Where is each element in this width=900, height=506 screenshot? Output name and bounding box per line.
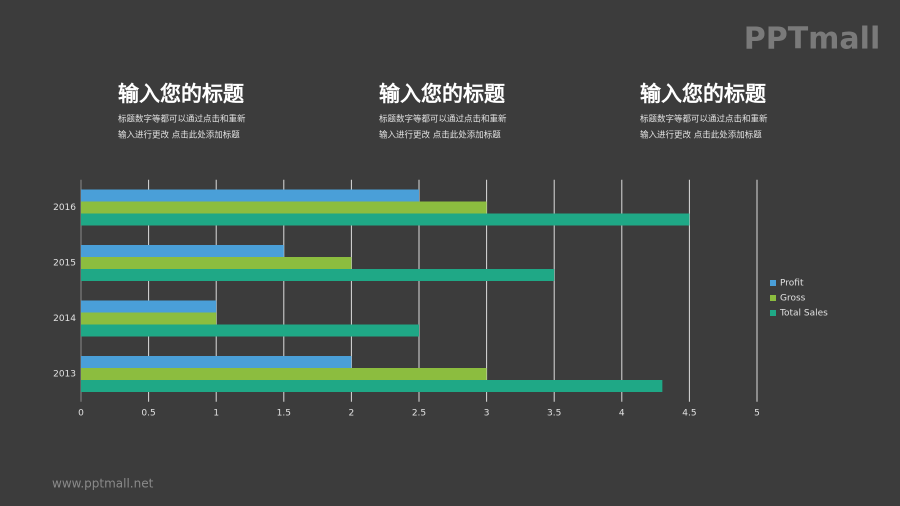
column-text: 标题数字等都可以通过点击和重新	[379, 114, 507, 125]
bar	[81, 245, 284, 257]
x-tick-label: 1	[213, 409, 219, 419]
column-title: 输入您的标题	[118, 82, 245, 106]
legend-label: Gross	[780, 294, 806, 304]
column-text: 输入进行更改 点击此处添加标题	[118, 130, 240, 141]
bar	[81, 300, 217, 313]
bar	[81, 201, 487, 214]
bar	[81, 312, 217, 325]
bar	[81, 356, 352, 368]
column-title: 输入您的标题	[379, 82, 506, 106]
column-text: 输入进行更改 点击此处添加标题	[640, 130, 762, 141]
x-tick-label: 2.5	[412, 409, 426, 419]
column-title: 输入您的标题	[640, 82, 767, 106]
x-tick-label: 1.5	[277, 409, 291, 419]
column-text: 标题数字等都可以通过点击和重新	[118, 114, 246, 125]
column-text: 标题数字等都可以通过点击和重新	[640, 114, 768, 125]
footer: www.pptmall.net	[52, 477, 154, 491]
x-tick-label: 3.5	[547, 409, 561, 419]
x-tick-label: 2	[349, 409, 355, 419]
bar	[81, 257, 352, 269]
y-tick-label: 2014	[53, 314, 76, 324]
bar	[81, 368, 487, 380]
legend-swatch	[770, 280, 776, 286]
y-tick-label: 2013	[53, 370, 76, 380]
x-tick-label: 3	[484, 409, 490, 419]
legend-swatch	[770, 295, 776, 301]
x-tick-label: 5	[754, 409, 760, 419]
legend-swatch	[770, 310, 776, 316]
y-tick-label: 2015	[53, 259, 76, 269]
x-tick-label: 0.5	[141, 409, 155, 419]
logo: PPTmall	[744, 22, 881, 57]
bar	[81, 324, 419, 337]
legend-label: Profit	[780, 279, 804, 289]
legend-label: Total Sales	[779, 309, 828, 319]
bar	[81, 269, 555, 281]
bar	[81, 380, 663, 392]
x-tick-label: 4.5	[682, 409, 696, 419]
x-tick-label: 4	[619, 409, 625, 419]
y-tick-label: 2016	[53, 203, 76, 213]
bar	[81, 213, 690, 226]
bar	[81, 189, 419, 202]
column-text: 输入进行更改 点击此处添加标题	[379, 130, 501, 141]
x-tick-label: 0	[78, 409, 84, 419]
